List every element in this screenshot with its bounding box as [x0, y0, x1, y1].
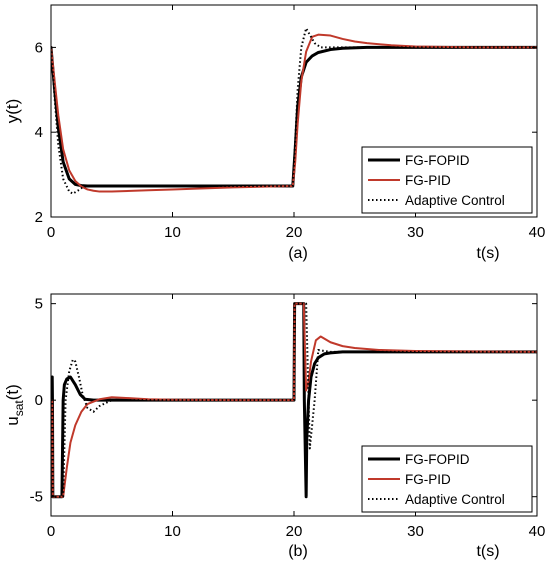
legend-entry-label: FG-PID: [405, 472, 451, 487]
x-tick-label: 20: [286, 224, 303, 241]
y-axis-label: y(t): [3, 99, 22, 124]
x-tick-label: 40: [529, 523, 546, 540]
x-tick-label: 0: [47, 224, 55, 241]
x-tick-label: 30: [407, 523, 424, 540]
chart-panel-a: 0 10 20 30 40 2 4 6 y(t) (a) t(s) FG-FOPID FG-PID Ada…: [3, 4, 546, 262]
y-axis-label: usat(t): [3, 384, 26, 426]
y-tick-label: -5: [30, 489, 43, 506]
series-line-fg-pid: [51, 33, 537, 193]
x-axis-label: t(s): [476, 245, 499, 262]
legend-entry-label: Adaptive Control: [405, 193, 505, 208]
legend: FG-FOPID FG-PID Adaptive Control: [361, 445, 533, 513]
legend-entry-label: Adaptive Control: [405, 492, 505, 507]
series-group: [51, 302, 537, 499]
x-tick-label: 0: [47, 523, 55, 540]
x-tick-label: 40: [529, 224, 546, 241]
legend: FG-FOPID FG-PID Adaptive Control: [361, 146, 533, 214]
series-line-adaptive-control: [51, 302, 537, 498]
x-tick-label: 20: [286, 523, 303, 540]
x-tick-label: 30: [407, 224, 424, 241]
x-axis-label: t(s): [476, 543, 499, 560]
series-line-adaptive-control: [51, 27, 537, 195]
y-tick-label: 5: [35, 296, 43, 313]
y-tick-label: 4: [35, 124, 43, 141]
y-tick-label: 0: [35, 392, 43, 409]
legend-entry-label: FG-FOPID: [405, 452, 470, 467]
legend-entry-label: FG-PID: [405, 173, 451, 188]
series-group: [51, 27, 537, 195]
x-tick-label: 10: [164, 523, 181, 540]
y-tick-label: 2: [35, 209, 43, 226]
y-tick-label: 6: [35, 39, 43, 56]
panel-label: (b): [288, 543, 308, 560]
x-tick-label: 10: [164, 224, 181, 241]
legend-entry-label: FG-FOPID: [405, 153, 470, 168]
panel-label: (a): [288, 245, 308, 262]
